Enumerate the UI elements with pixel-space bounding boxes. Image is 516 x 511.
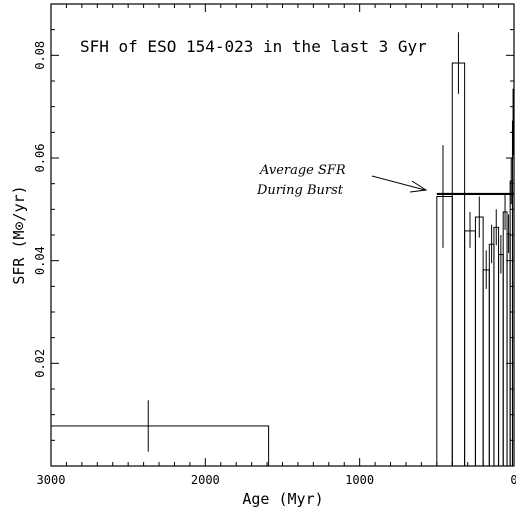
annotation-arrow [371,175,428,193]
sfr-bin-7 [488,243,495,467]
sfr-bin-8 [493,226,500,467]
x-tick-label: 0 [510,473,516,487]
x-tick-label: 3000 [37,473,66,487]
annotation-line-1: Average SFR [259,163,346,178]
y-tick-label: 0.06 [33,144,47,173]
sfr-bin-4 [464,230,476,467]
x-tick-label: 1000 [345,473,374,487]
y-axis-ticks: 0.02 0.04 0.06 0.08 [33,3,514,467]
annotation-line-2: During Burst [256,183,344,198]
sfr-bin-2 [436,196,453,467]
sfr-bin-6 [482,269,490,467]
chart-title: SFH of ESO 154-023 in the last 3 Gyr [80,37,427,56]
x-axis-ticks: 3000 2000 1000 0 [37,4,516,487]
x-tick-label: 2000 [191,473,220,487]
plot-frame [50,3,515,467]
sfr-bin-5 [474,216,484,467]
y-axis-label: SFR (M⊙/yr) [10,185,28,284]
sfr-bin-10 [502,211,508,467]
annotation-arrow-shaft [371,175,426,191]
y-tick-label: 0.02 [33,349,47,378]
y-tick-label: 0.04 [33,246,47,275]
y-tick-label: 0.08 [33,41,47,70]
annotation-arrow-head [409,180,428,193]
sfr-bin-9 [498,254,504,467]
sfr-bin-0 [50,425,270,467]
plot-marks [50,32,515,467]
x-axis-label: Age (Myr) [242,490,323,508]
sfr-bin-3 [451,62,466,467]
